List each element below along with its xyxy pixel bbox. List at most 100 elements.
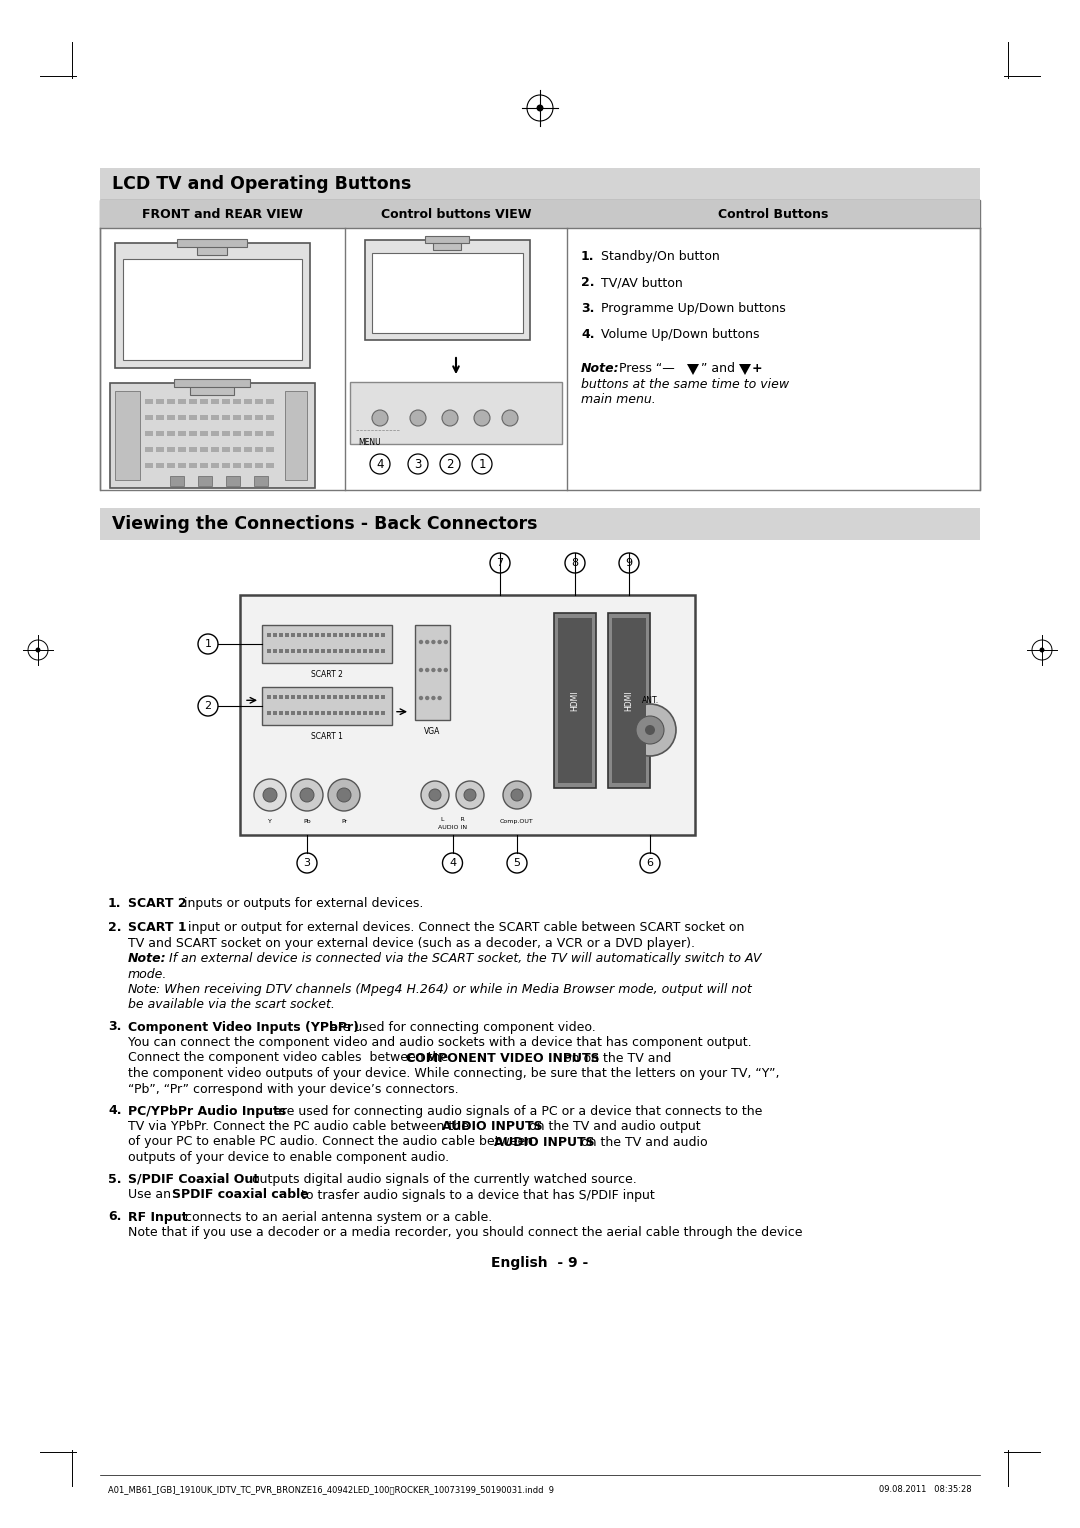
Bar [211, 431, 219, 435]
Text: 6.: 6. [108, 1210, 121, 1224]
Circle shape [264, 788, 276, 802]
Bar [558, 617, 592, 782]
Bar [426, 235, 469, 243]
Circle shape [624, 704, 676, 756]
Bar [255, 448, 264, 452]
Bar [226, 477, 240, 486]
Circle shape [503, 781, 531, 808]
Text: 09.08.2011   08:35:28: 09.08.2011 08:35:28 [879, 1485, 972, 1494]
Text: 5.: 5. [108, 1174, 121, 1186]
Bar [233, 399, 241, 403]
Bar [100, 200, 980, 490]
Bar [339, 711, 342, 715]
Bar [222, 463, 230, 468]
Bar [233, 448, 241, 452]
Bar [381, 649, 384, 652]
Text: 1: 1 [478, 457, 486, 471]
Text: TV and SCART socket on your external device (such as a decoder, a VCR or a DVD p: TV and SCART socket on your external dev… [129, 937, 696, 949]
Text: Pb: Pb [303, 819, 311, 824]
Text: AUDIO INPUTS: AUDIO INPUTS [442, 1120, 542, 1132]
Text: S/PDIF Coaxial Out: S/PDIF Coaxial Out [129, 1174, 259, 1186]
Text: 2: 2 [204, 701, 212, 711]
Bar [200, 416, 208, 420]
Text: 4: 4 [449, 859, 456, 868]
Circle shape [300, 788, 314, 802]
Bar [291, 633, 295, 637]
Bar [255, 431, 264, 435]
Bar [145, 416, 153, 420]
Bar [200, 463, 208, 468]
Circle shape [36, 648, 41, 652]
Bar [363, 633, 366, 637]
Bar [339, 649, 342, 652]
Text: 9: 9 [625, 558, 633, 568]
Bar [266, 431, 274, 435]
Text: If an external device is connected via the SCART socket, the TV will automatical: If an external device is connected via t… [165, 952, 761, 966]
Bar [303, 649, 307, 652]
Bar [315, 711, 319, 715]
Bar [345, 633, 349, 637]
Bar [244, 431, 252, 435]
Text: outputs digital audio signals of the currently watched source.: outputs digital audio signals of the cur… [248, 1174, 637, 1186]
Circle shape [337, 788, 351, 802]
Bar [554, 613, 596, 788]
Bar [267, 649, 270, 652]
Text: MENU: MENU [357, 439, 380, 448]
Circle shape [444, 668, 448, 672]
Bar [369, 633, 373, 637]
Bar [315, 633, 319, 637]
Bar [297, 649, 300, 652]
Bar [321, 633, 324, 637]
Bar [333, 695, 337, 698]
Text: “Pb”, “Pr” correspond with your device’s connectors.: “Pb”, “Pr” correspond with your device’s… [129, 1082, 459, 1096]
Bar [255, 399, 264, 403]
Bar [267, 633, 270, 637]
Text: VGA: VGA [424, 727, 441, 736]
Bar [350, 382, 562, 445]
Bar [178, 463, 186, 468]
Bar [145, 463, 153, 468]
Bar [291, 711, 295, 715]
Bar [415, 625, 450, 720]
Text: to trasfer audio signals to a device that has S/PDIF input: to trasfer audio signals to a device tha… [297, 1189, 654, 1201]
Bar [333, 649, 337, 652]
Text: Press “—: Press “— [619, 362, 675, 374]
Text: on the TV and audio output: on the TV and audio output [525, 1120, 701, 1132]
Text: mode.: mode. [129, 967, 167, 981]
Bar [309, 649, 312, 652]
Bar [372, 254, 523, 333]
Bar [291, 695, 295, 698]
Bar [339, 695, 342, 698]
Bar [177, 238, 247, 248]
Bar [178, 448, 186, 452]
Bar [156, 399, 164, 403]
Bar [211, 399, 219, 403]
Bar [339, 633, 342, 637]
Text: 7: 7 [497, 558, 503, 568]
Circle shape [1039, 648, 1044, 652]
Bar [211, 416, 219, 420]
Bar [198, 477, 212, 486]
Text: Note:: Note: [581, 362, 620, 374]
Bar [279, 633, 283, 637]
Bar [433, 240, 461, 251]
Text: English  - 9 -: English - 9 - [491, 1256, 589, 1270]
Circle shape [537, 104, 543, 112]
Bar [315, 649, 319, 652]
Bar [363, 649, 366, 652]
Bar [114, 243, 310, 368]
Bar [167, 448, 175, 452]
Text: connects to an aerial antenna system or a cable.: connects to an aerial antenna system or … [181, 1210, 492, 1224]
Bar [303, 633, 307, 637]
Bar [381, 695, 384, 698]
Circle shape [474, 410, 490, 426]
Polygon shape [739, 364, 751, 374]
Circle shape [444, 640, 448, 645]
Bar [262, 688, 392, 724]
Text: 1.: 1. [581, 251, 594, 263]
Text: SCART 2: SCART 2 [129, 897, 187, 911]
Text: 4.: 4. [581, 329, 594, 341]
Bar [266, 463, 274, 468]
Text: the component video outputs of your device. While connecting, be sure that the l: the component video outputs of your devi… [129, 1067, 780, 1080]
Text: Note: Note [129, 983, 158, 996]
